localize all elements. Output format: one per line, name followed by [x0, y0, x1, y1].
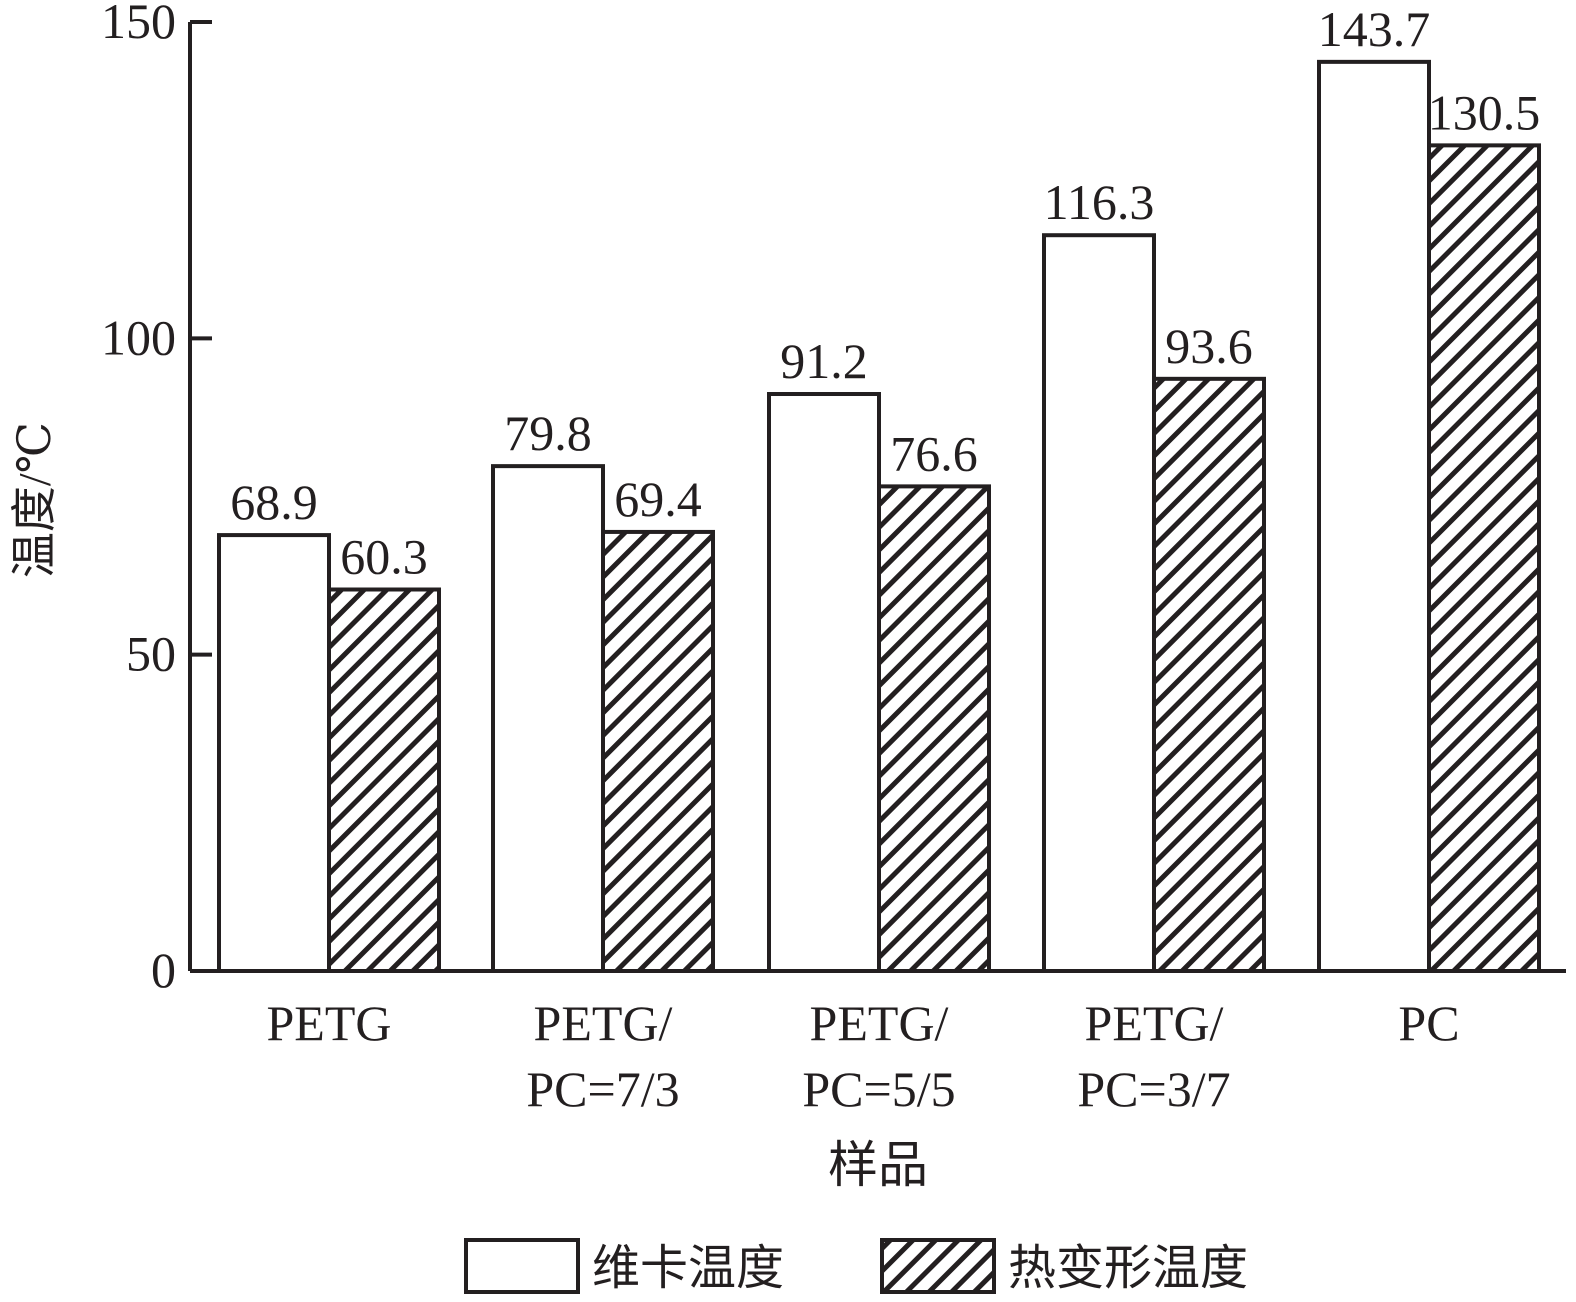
bar-hdt	[877, 484, 991, 973]
value-labels-group: 68.9 79.8 91.2 116.3 143.7 60.3 69.4 76.6 93.6 13…	[230, 1, 1540, 585]
x-tick-label: PETG	[267, 995, 392, 1051]
bar-value-label: 130.5	[1428, 84, 1541, 140]
y-tick-label: 0	[151, 942, 176, 998]
bar-value-label: 60.3	[340, 529, 428, 585]
bar-hdt	[327, 587, 441, 973]
bar-vicat	[491, 464, 605, 973]
legend-label-hdt: 热变形温度	[1008, 1242, 1248, 1295]
x-tick-label: PETG/PC=7/3	[526, 995, 679, 1117]
x-axis-title: 样品	[828, 1137, 928, 1193]
legend-swatch-hdt	[880, 1238, 996, 1294]
bar-value-label: 116.3	[1044, 174, 1155, 230]
legend: 维卡温度 热变形温度	[464, 1238, 1248, 1295]
bar-hdt	[601, 529, 715, 973]
bar-hdt	[1152, 376, 1266, 974]
x-tick-label: PETG/PC=5/5	[802, 995, 955, 1117]
bars-group	[217, 59, 1541, 974]
y-tick-label: 100	[101, 309, 176, 365]
bar-hdt	[1427, 143, 1541, 973]
legend-swatch-vicat	[464, 1238, 580, 1294]
x-tick-label: PETG/PC=3/7	[1077, 995, 1230, 1117]
bar-vicat	[767, 392, 881, 973]
bar-value-label: 91.2	[780, 333, 868, 389]
legend-label-vicat: 维卡温度	[592, 1242, 784, 1295]
bar-value-label: 76.6	[890, 425, 978, 481]
bar-vicat	[1042, 233, 1156, 973]
bar-value-label: 68.9	[230, 474, 318, 530]
x-tick-label: PC	[1398, 995, 1459, 1051]
y-tick-label: 50	[126, 626, 176, 682]
bar-value-label: 93.6	[1165, 318, 1253, 374]
bar-value-label: 79.8	[504, 405, 592, 461]
bar-vicat	[217, 533, 331, 973]
bar-value-label: 69.4	[614, 471, 702, 527]
y-axis-title: 温度/℃	[9, 422, 60, 578]
y-tick-label: 150	[101, 0, 176, 49]
bar-vicat	[1317, 59, 1431, 974]
category-labels-group: PETG PETG/PC=7/3 PETG/PC=5/5 PETG/PC=3/7 PC	[267, 995, 1460, 1117]
bar-value-label: 143.7	[1318, 1, 1431, 57]
